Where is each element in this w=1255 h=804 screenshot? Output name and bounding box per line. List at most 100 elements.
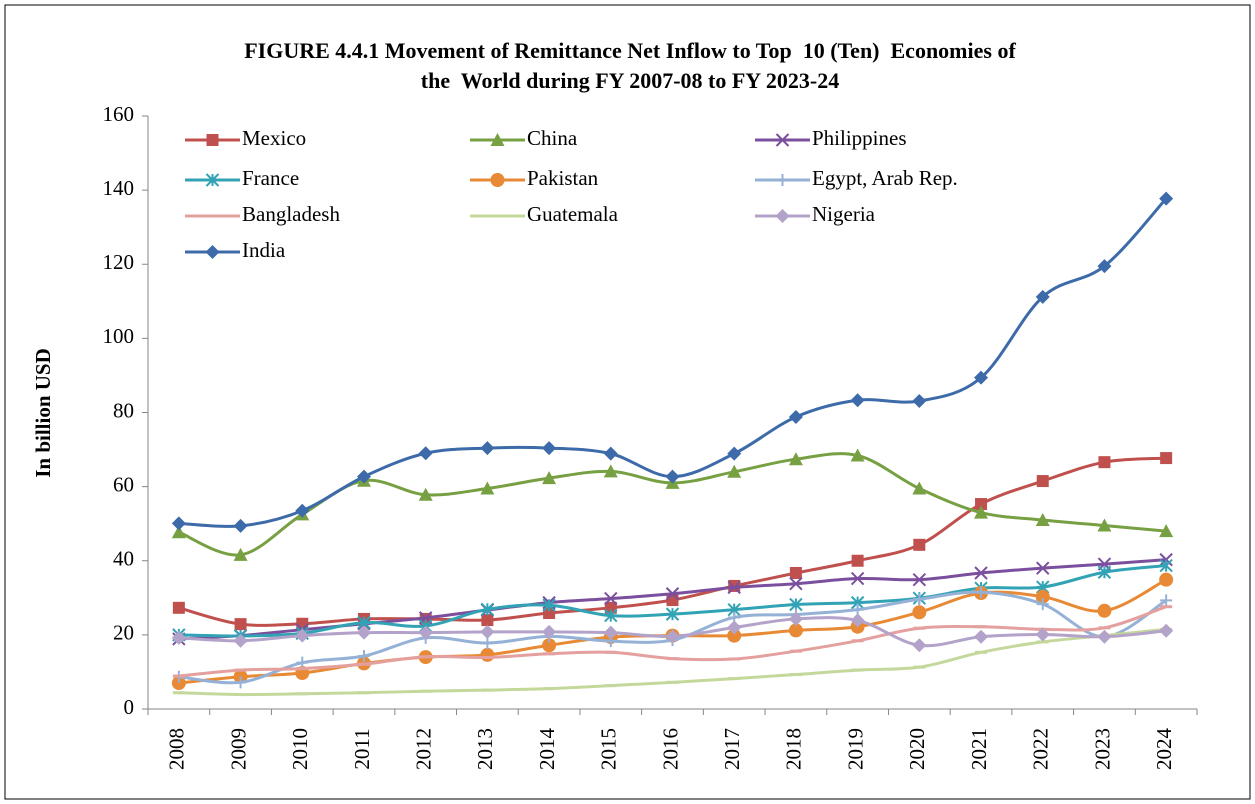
marker [665, 587, 680, 601]
y-tick-label: 60 [113, 472, 134, 496]
chart-title: the World during FY 2007-08 to FY 2023-2… [421, 68, 839, 93]
marker [234, 618, 247, 631]
x-tick-label: 2019 [843, 728, 867, 770]
legend-label: India [242, 238, 286, 262]
x-tick-label: 2009 [226, 728, 250, 770]
marker [481, 637, 494, 650]
marker [480, 624, 495, 639]
marker [542, 624, 557, 639]
marker [912, 481, 927, 495]
series-line [178, 197, 1168, 528]
x-tick-label: 2012 [411, 728, 435, 770]
marker [912, 638, 927, 653]
marker [975, 498, 988, 511]
marker [206, 134, 219, 146]
x-tick-label: 2015 [597, 728, 621, 770]
marker [480, 441, 495, 456]
marker [171, 676, 186, 691]
marker [1097, 565, 1112, 579]
marker [1159, 191, 1174, 206]
marker [295, 503, 310, 518]
marker [542, 598, 556, 612]
x-tick-label: 2013 [473, 728, 497, 770]
marker [603, 464, 618, 478]
marker [975, 586, 988, 599]
marker [481, 614, 494, 627]
marker [480, 481, 495, 495]
marker [850, 393, 865, 408]
marker [789, 566, 802, 579]
y-tick-label: 0 [124, 695, 135, 719]
legend-label: Bangladesh [242, 202, 340, 226]
marker [480, 647, 495, 662]
x-tick-label: 2020 [905, 728, 929, 770]
marker [604, 601, 617, 614]
x-tick-label: 2022 [1029, 728, 1053, 770]
x-tick-label: 2023 [1090, 728, 1114, 770]
chart-title: FIGURE 4.4.1 Movement of Remittance Net … [244, 38, 1016, 63]
marker [1035, 289, 1050, 304]
legend-label: Nigeria [812, 202, 876, 226]
y-axis-label: In billion USD [31, 348, 55, 478]
marker [542, 441, 557, 456]
marker [356, 625, 371, 640]
marker [727, 580, 741, 595]
marker [727, 628, 742, 643]
x-tick-label: 2018 [782, 728, 806, 770]
legend-label: Mexico [242, 126, 306, 150]
marker [1035, 512, 1050, 526]
marker [1097, 603, 1112, 618]
marker [776, 174, 789, 186]
marker [1035, 627, 1050, 642]
marker [1159, 623, 1174, 638]
marker [665, 607, 680, 621]
marker [356, 469, 371, 484]
marker [850, 613, 865, 628]
marker [296, 656, 309, 669]
marker [1159, 524, 1174, 538]
marker [788, 611, 803, 626]
marker [913, 593, 926, 606]
marker [974, 505, 989, 519]
marker [1159, 572, 1174, 587]
marker [851, 554, 864, 567]
marker [205, 173, 220, 187]
series [172, 605, 1173, 678]
marker [490, 133, 505, 146]
marker [171, 630, 186, 645]
marker [1097, 629, 1112, 644]
y-tick-label: 100 [103, 324, 135, 348]
marker [789, 577, 803, 591]
marker [171, 525, 186, 539]
marker [788, 623, 803, 638]
marker [1098, 456, 1111, 469]
marker [233, 547, 248, 561]
legend-label: Egypt, Arab Rep. [812, 166, 958, 190]
marker [665, 629, 680, 644]
marker [234, 676, 247, 689]
marker [1160, 452, 1173, 465]
legend-label: China [527, 126, 578, 150]
marker [205, 245, 220, 259]
legend-label: Guatemala [527, 202, 619, 226]
y-tick-label: 80 [113, 398, 134, 422]
y-tick-label: 140 [103, 176, 135, 200]
x-tick-label: 2017 [720, 728, 744, 770]
marker [233, 633, 248, 648]
marker [850, 448, 865, 462]
marker [1036, 598, 1049, 611]
marker [789, 597, 803, 612]
y-tick-label: 20 [113, 621, 134, 645]
marker [418, 487, 433, 501]
marker [912, 572, 927, 587]
x-tick-label: 2010 [288, 728, 312, 770]
marker [604, 591, 618, 606]
x-tick-label: 2016 [658, 728, 682, 770]
marker [727, 620, 742, 635]
marker [418, 625, 433, 640]
y-tick-label: 120 [103, 250, 135, 274]
marker [775, 133, 790, 147]
marker [727, 446, 742, 461]
x-tick-label: 2014 [535, 728, 559, 771]
marker [172, 601, 185, 614]
